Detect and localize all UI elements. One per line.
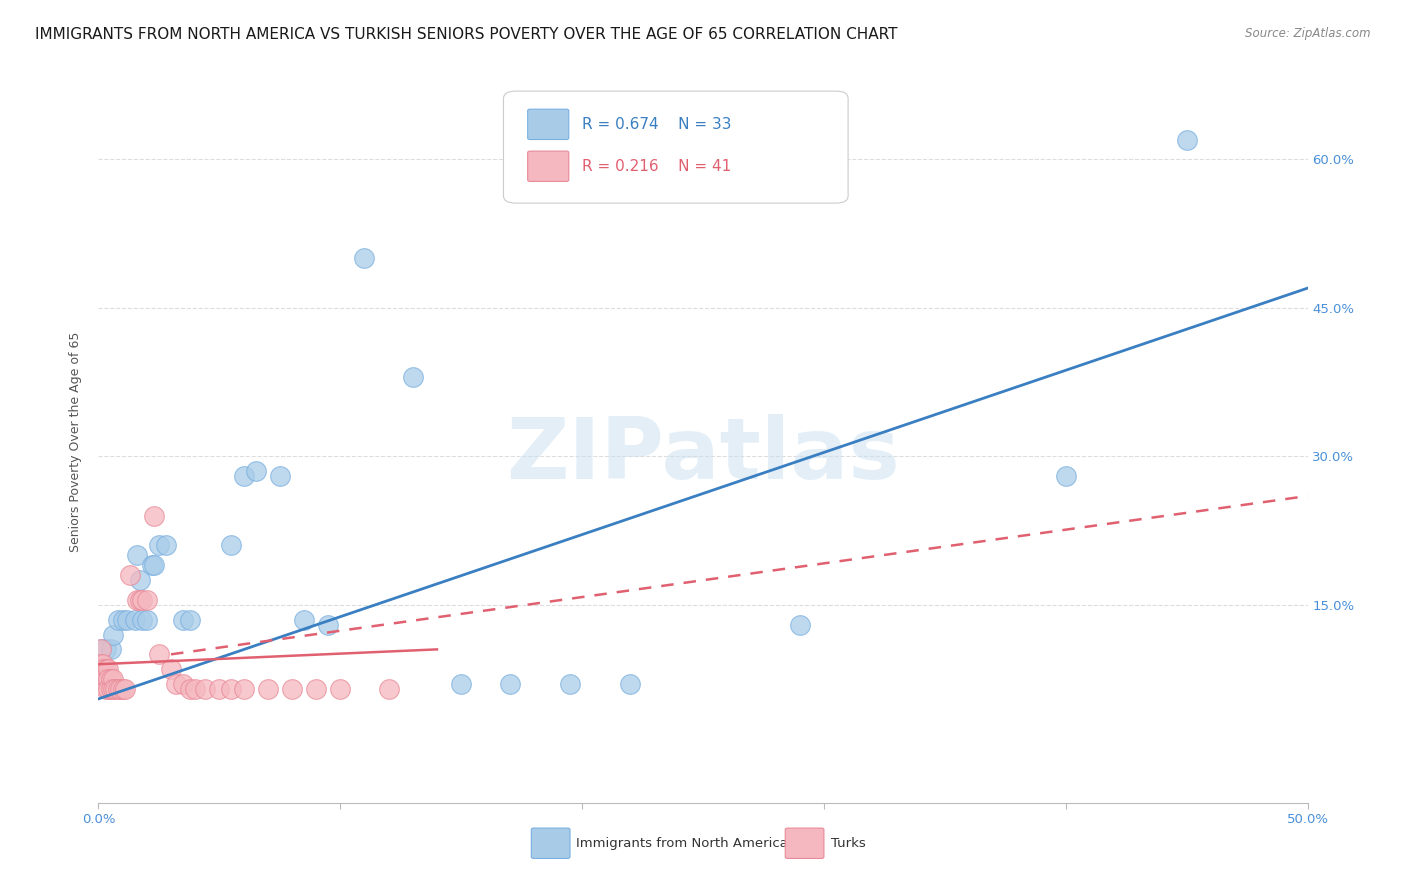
Point <box>789 617 811 632</box>
Point <box>111 681 134 696</box>
Text: ZIPatlas: ZIPatlas <box>506 415 900 498</box>
Point <box>179 681 201 696</box>
Point <box>316 617 339 632</box>
FancyBboxPatch shape <box>527 151 569 181</box>
Point <box>94 662 117 676</box>
Point <box>498 677 520 691</box>
Point <box>135 593 157 607</box>
Point <box>329 681 352 696</box>
Point <box>245 464 267 478</box>
Point <box>184 681 207 696</box>
Point <box>100 681 122 696</box>
Point <box>208 681 231 696</box>
Point <box>155 539 177 553</box>
Point <box>131 613 153 627</box>
Point <box>107 681 129 696</box>
Point <box>194 681 217 696</box>
Point <box>165 677 187 691</box>
FancyBboxPatch shape <box>503 91 848 203</box>
Point <box>160 662 183 676</box>
Point <box>94 672 117 686</box>
Text: Source: ZipAtlas.com: Source: ZipAtlas.com <box>1246 27 1371 40</box>
Point <box>172 613 194 627</box>
Point <box>97 681 120 696</box>
Point <box>148 539 170 553</box>
Point <box>101 681 124 696</box>
FancyBboxPatch shape <box>785 828 824 858</box>
Point <box>558 677 581 691</box>
Point <box>143 558 166 573</box>
Point <box>94 642 117 657</box>
Point <box>221 681 243 696</box>
Point <box>94 681 117 696</box>
Point <box>1175 133 1198 147</box>
Point <box>232 681 254 696</box>
FancyBboxPatch shape <box>527 109 569 139</box>
Point <box>127 549 149 563</box>
Point <box>402 370 425 384</box>
Point <box>128 593 150 607</box>
Point <box>91 662 114 676</box>
Point <box>281 681 304 696</box>
Point <box>377 681 399 696</box>
Y-axis label: Seniors Poverty Over the Age of 65: Seniors Poverty Over the Age of 65 <box>69 331 83 552</box>
Point <box>127 593 149 607</box>
Point <box>118 568 141 582</box>
Point <box>91 657 114 672</box>
Point <box>97 662 120 676</box>
Point <box>1054 469 1077 483</box>
Text: R = 0.674    N = 33: R = 0.674 N = 33 <box>582 117 731 132</box>
Point <box>91 672 114 686</box>
Text: IMMIGRANTS FROM NORTH AMERICA VS TURKISH SENIORS POVERTY OVER THE AGE OF 65 CORR: IMMIGRANTS FROM NORTH AMERICA VS TURKISH… <box>35 27 897 42</box>
Point <box>179 613 201 627</box>
Point <box>353 252 375 266</box>
Point <box>90 642 112 657</box>
Point <box>117 613 139 627</box>
Point <box>90 657 112 672</box>
Point <box>450 677 472 691</box>
Point <box>256 681 278 696</box>
Point <box>100 642 122 657</box>
Point <box>108 681 131 696</box>
Point <box>305 681 328 696</box>
Point <box>90 642 112 657</box>
Point <box>101 672 124 686</box>
Point <box>292 613 315 627</box>
Text: Turks: Turks <box>831 838 866 850</box>
Point <box>111 613 134 627</box>
Point <box>269 469 291 483</box>
FancyBboxPatch shape <box>531 828 569 858</box>
Point <box>172 677 194 691</box>
Point <box>97 672 120 686</box>
Point <box>232 469 254 483</box>
Point <box>128 573 150 587</box>
Text: R = 0.216    N = 41: R = 0.216 N = 41 <box>582 159 731 174</box>
Point <box>619 677 641 691</box>
Point <box>135 613 157 627</box>
Point <box>100 672 122 686</box>
Text: Immigrants from North America: Immigrants from North America <box>576 838 787 850</box>
Point <box>124 613 146 627</box>
Point <box>131 593 153 607</box>
Point <box>104 681 127 696</box>
Point <box>107 613 129 627</box>
Point <box>141 558 163 573</box>
Point <box>101 627 124 641</box>
Point <box>143 508 166 523</box>
Point <box>148 648 170 662</box>
Point <box>114 681 136 696</box>
Point <box>221 539 243 553</box>
